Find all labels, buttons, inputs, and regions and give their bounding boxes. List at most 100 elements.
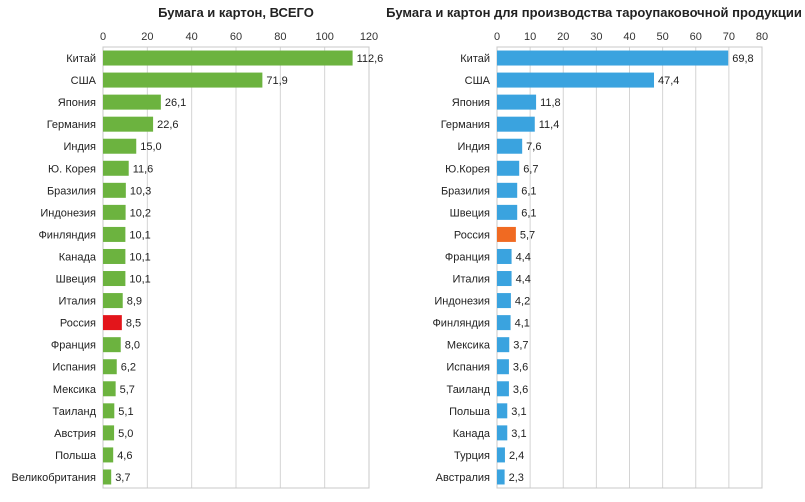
chart-left-data-label: 8,9 bbox=[127, 296, 142, 308]
chart-left-data-label: 10,1 bbox=[129, 251, 150, 263]
chart-left-category-label: Германия bbox=[47, 119, 96, 131]
chart-right-category-label: Турция bbox=[454, 450, 490, 462]
chart-left-category-label: Польша bbox=[55, 450, 97, 462]
chart-right-data-label: 3,6 bbox=[513, 362, 528, 374]
chart-right-bar bbox=[497, 403, 508, 419]
chart-left-bar bbox=[103, 315, 122, 331]
chart-left-bar bbox=[103, 469, 112, 485]
chart-left-data-label: 22,6 bbox=[157, 119, 178, 131]
chart-left-bar bbox=[103, 271, 126, 287]
chart-left-bar bbox=[103, 337, 121, 353]
chart-right-category-label: Канада bbox=[453, 428, 491, 440]
chart-right-x-tick-label: 40 bbox=[623, 31, 635, 43]
chart-left-category-label: Мексика bbox=[53, 384, 97, 396]
chart-left-data-label: 6,2 bbox=[121, 362, 136, 374]
chart-right-bar bbox=[497, 359, 509, 375]
chart-right-bar bbox=[497, 248, 512, 264]
chart-right-x-tick-label: 30 bbox=[590, 31, 602, 43]
chart-right-category-label: Индонезия bbox=[434, 296, 490, 308]
chart-left-bar bbox=[103, 50, 353, 66]
chart-left-category-label: Финляндия bbox=[38, 229, 96, 241]
chart-right-x-tick-label: 70 bbox=[723, 31, 735, 43]
chart-left: Бумага и картон, ВСЕГО 0 20 40 60 80 100 120 Ки… bbox=[12, 5, 384, 489]
chart-left-category-label: Индонезия bbox=[40, 207, 96, 219]
chart-left-x-tick-label: 0 bbox=[100, 31, 106, 43]
chart-right-category-label: Таиланд bbox=[446, 384, 490, 396]
chart-left-data-label: 112,6 bbox=[357, 53, 384, 65]
chart-left-bar bbox=[103, 248, 126, 264]
chart-left-bar bbox=[103, 226, 126, 242]
chart-left-data-label: 5,0 bbox=[118, 428, 133, 440]
chart-right-data-label: 2,3 bbox=[509, 472, 524, 484]
chart-left-data-label: 5,7 bbox=[120, 384, 135, 396]
chart-right-data-label: 4,2 bbox=[515, 296, 530, 308]
chart-left-bar bbox=[103, 425, 115, 441]
chart-left-bar bbox=[103, 138, 137, 154]
chart-right: Бумага и картон для производства тароупа… bbox=[386, 5, 802, 489]
chart-right-bar bbox=[497, 425, 508, 441]
chart-right-category-label: Индия bbox=[457, 141, 490, 153]
chart-left-data-label: 10,1 bbox=[129, 229, 150, 241]
chart-left-category-label: Канада bbox=[59, 251, 97, 263]
chart-right-x-tick-label: 10 bbox=[524, 31, 536, 43]
chart-left-category-label: Австрия bbox=[54, 428, 96, 440]
chart-left-bar bbox=[103, 94, 161, 110]
chart-right-category-label: Италия bbox=[453, 274, 491, 286]
chart-left-category-label: Индия bbox=[63, 141, 96, 153]
chart-left-bar bbox=[103, 381, 116, 397]
chart-right-data-label: 11,8 bbox=[540, 97, 561, 109]
chart-left-category-label: Япония bbox=[58, 97, 96, 109]
chart-left-data-label: 71,9 bbox=[266, 75, 287, 87]
chart-right-category-label: Мексика bbox=[447, 340, 491, 352]
chart-right-category-label: Франция bbox=[445, 251, 490, 263]
chart-right-plot-frame bbox=[496, 46, 763, 489]
chart-left-data-label: 10,2 bbox=[130, 207, 151, 219]
chart-right-data-label: 5,7 bbox=[520, 229, 535, 241]
chart-right-category-label: Германия bbox=[441, 119, 490, 131]
chart-right-data-label: 6,1 bbox=[521, 207, 536, 219]
chart-right-data-label: 3,7 bbox=[513, 340, 528, 352]
chart-right-category-label: Польша bbox=[449, 406, 491, 418]
chart-right-category-label: Испания bbox=[446, 362, 490, 374]
chart-right-data-label: 2,4 bbox=[509, 450, 524, 462]
chart-left-data-label: 3,7 bbox=[115, 472, 130, 484]
chart-right-x-tick-label: 60 bbox=[690, 31, 702, 43]
chart-left-plot-frame bbox=[102, 46, 370, 489]
chart-left-bar bbox=[103, 116, 154, 132]
chart-left-category-label: Великобритания bbox=[12, 472, 97, 484]
chart-right-x-tick-label: 20 bbox=[557, 31, 569, 43]
chart-left-data-label: 26,1 bbox=[165, 97, 186, 109]
chart-left-title: Бумага и картон, ВСЕГО bbox=[158, 5, 314, 20]
chart-left-x-tick-label: 60 bbox=[230, 31, 242, 43]
chart-right-bar bbox=[497, 315, 511, 331]
chart-left-category-label: Ю. Корея bbox=[48, 163, 96, 175]
chart-left-bar bbox=[103, 403, 115, 419]
chart-right-bar bbox=[497, 293, 511, 309]
chart-left-category-label: Таиланд bbox=[52, 406, 96, 418]
chart-right-x-tick-label: 0 bbox=[494, 31, 500, 43]
chart-right-data-label: 11,4 bbox=[539, 119, 560, 131]
chart-right-bar bbox=[497, 182, 518, 198]
chart-right-bar bbox=[497, 337, 510, 353]
chart-left-bar bbox=[103, 359, 117, 375]
chart-right-title: Бумага и картон для производства тароупа… bbox=[386, 5, 802, 20]
chart-left-x-tick-label: 20 bbox=[141, 31, 153, 43]
chart-right-bar bbox=[497, 138, 523, 154]
chart-right-data-label: 3,1 bbox=[511, 406, 526, 418]
chart-left-data-label: 5,1 bbox=[118, 406, 133, 418]
chart-right-category-label: Швеция bbox=[450, 207, 490, 219]
chart-left-data-label: 8,0 bbox=[125, 340, 140, 352]
chart-right-category-label: Ю.Корея bbox=[445, 163, 490, 175]
chart-right-x-tick-label: 50 bbox=[657, 31, 669, 43]
chart-left-x-tick-label: 100 bbox=[315, 31, 333, 43]
chart-right-bar bbox=[497, 271, 512, 287]
chart-right-data-label: 4,4 bbox=[516, 274, 531, 286]
chart-right-category-label: Австралия bbox=[436, 472, 490, 484]
chart-left-bar bbox=[103, 72, 263, 88]
chart-left-data-label: 15,0 bbox=[140, 141, 161, 153]
chart-right-category-label: Китай bbox=[460, 53, 490, 65]
chart-right-data-label: 47,4 bbox=[658, 75, 679, 87]
chart-left-data-label: 4,6 bbox=[117, 450, 132, 462]
